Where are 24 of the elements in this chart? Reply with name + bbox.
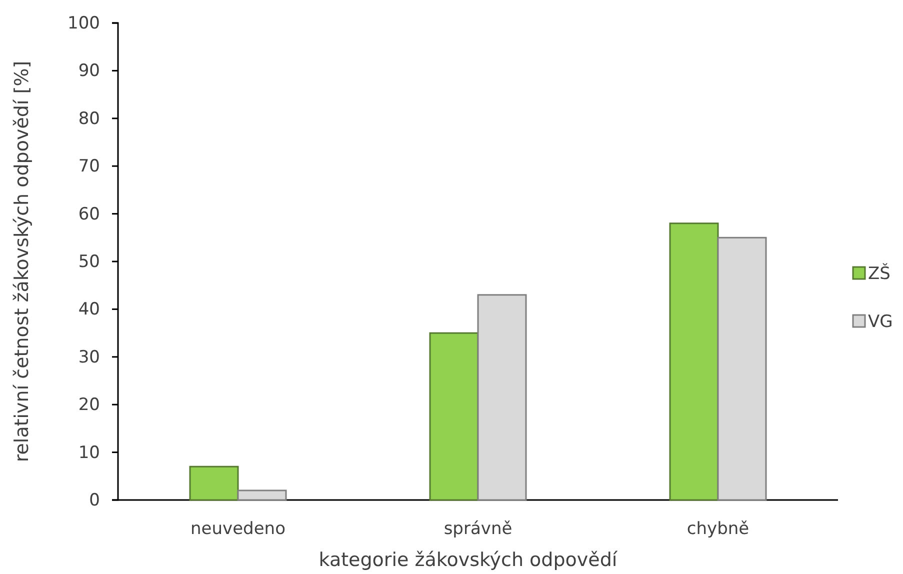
y-axis-title: relativní četnost žákovských odpovědí [%] xyxy=(11,60,33,462)
bar xyxy=(717,236,767,501)
y-tick-label: 10 xyxy=(78,442,100,463)
bar xyxy=(669,222,719,501)
y-tick-label: 20 xyxy=(78,395,100,416)
x-tick-label: správně xyxy=(444,519,512,540)
y-tick-label: 80 xyxy=(78,108,100,129)
y-tick-label: 40 xyxy=(78,300,100,320)
y-tick-label: 70 xyxy=(78,156,100,177)
y-tick-label: 90 xyxy=(78,61,100,82)
legend-label: VG xyxy=(868,312,893,332)
y-tick-label: 50 xyxy=(78,252,100,272)
bar xyxy=(477,294,527,501)
bar xyxy=(237,490,287,501)
bar xyxy=(189,466,239,501)
x-tick-label: chybně xyxy=(686,519,750,540)
bar xyxy=(429,332,479,501)
y-tick-label: 100 xyxy=(68,13,100,34)
x-tick-label: neuvedeno xyxy=(190,519,286,540)
legend-label: ZŠ xyxy=(868,263,890,284)
y-tick-label: 0 xyxy=(89,490,100,510)
y-tick-label: 60 xyxy=(78,204,100,224)
x-axis-title: kategorie žákovských odpovědí xyxy=(318,549,618,571)
y-tick-label: 30 xyxy=(78,347,100,368)
